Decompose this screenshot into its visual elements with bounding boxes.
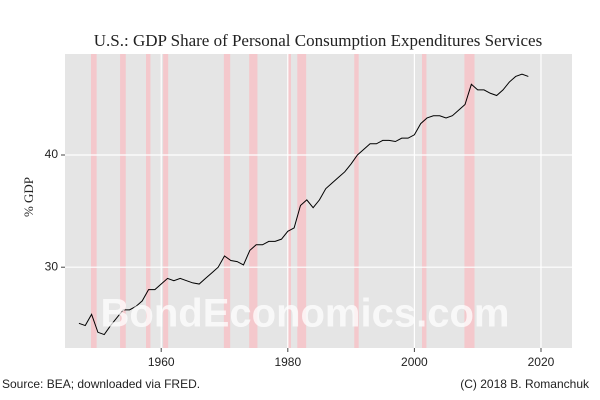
y-tick-label: 30 [45,259,59,273]
recession-band [287,54,291,348]
recession-band [90,54,97,348]
y-tick-label: 40 [45,147,59,161]
recession-band [249,54,258,348]
x-tick-label: 1960 [148,355,175,369]
recession-band [163,54,169,348]
recession-band [223,54,231,348]
y-axis-label: % GDP [21,177,36,217]
recession-band [354,54,359,348]
recession-band [120,54,126,348]
data-line [78,73,529,336]
credit-note: (C) 2018 B. Romanchuk [460,377,590,391]
chart-title: U.S.: GDP Share of Personal Consumption … [94,31,542,50]
recession-band [146,54,151,348]
watermark: BondEconomics.com [101,292,510,336]
x-tick-label: 2000 [401,355,428,369]
x-tick-label: 2020 [528,355,555,369]
recession-band [297,54,307,348]
recession-band [421,54,427,348]
source-note: Source: BEA; downloaded via FRED. [2,377,200,391]
recession-band [464,54,475,348]
x-tick-label: 1980 [274,355,301,369]
